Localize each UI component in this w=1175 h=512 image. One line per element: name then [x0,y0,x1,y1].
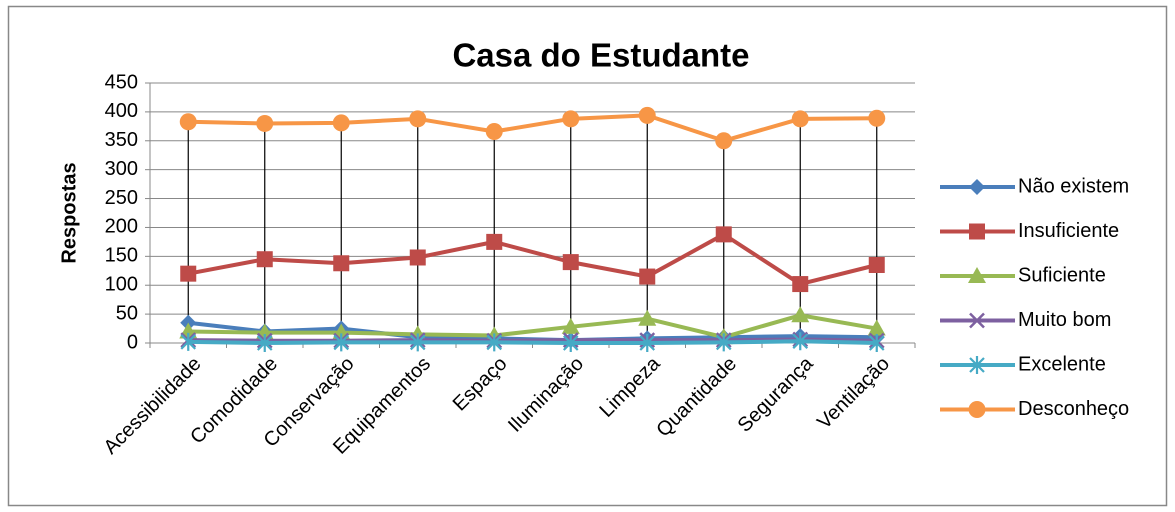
legend-label: Não existem [1018,175,1129,197]
marker [868,334,885,352]
marker [867,319,886,336]
y-tick-label: 300 [105,158,138,180]
marker [333,333,350,352]
marker [256,334,273,352]
marker [409,110,427,128]
series-line [188,339,877,345]
legend-label: Muito bom [1018,309,1111,331]
marker [638,106,656,124]
legend-label: Desconheço [1018,398,1129,420]
y-tick-label: 50 [116,302,138,324]
marker [792,276,809,293]
y-tick-label: 450 [105,71,138,93]
marker [486,233,503,250]
marker [792,332,809,351]
marker [868,257,885,273]
marker [969,356,985,374]
marker [179,113,197,131]
marker [485,123,503,141]
legend-item: Muito bom [940,309,1111,331]
marker [639,268,656,285]
series-line [187,232,878,287]
marker [715,226,732,243]
marker [180,265,197,282]
marker [791,306,810,323]
marker [969,312,985,329]
y-tick-label: 100 [105,274,138,296]
legend-item: Excelente [940,353,1106,375]
marker [969,223,985,240]
marker [562,334,579,352]
y-tick-label: 0 [127,331,138,353]
marker [562,254,579,271]
marker [562,110,580,128]
series-line [188,313,878,340]
marker [968,401,986,418]
marker [409,333,426,352]
marker [409,249,426,266]
legend-label: Suficiente [1018,264,1106,286]
marker [256,251,273,268]
marker [868,109,886,127]
series-line [188,113,877,143]
marker [639,334,656,352]
legend-label: Insuficiente [1018,220,1119,242]
marker [486,333,503,352]
legend-label: Excelente [1018,353,1106,375]
y-tick-label: 150 [105,245,138,267]
marker [791,110,809,128]
y-axis-label: Respostas [58,162,80,263]
marker [332,114,350,132]
legend-item: Suficiente [940,264,1106,286]
marker [715,333,732,352]
marker [180,332,197,351]
legend-item: Desconheço [940,398,1129,420]
legend-item: Não existem [940,175,1129,197]
y-tick-label: 200 [105,216,138,238]
y-tick-label: 400 [105,100,138,122]
marker [256,114,274,132]
series-line [188,337,877,343]
marker [333,255,350,272]
marker [969,179,985,195]
chart-title: Casa do Estudante [452,37,749,74]
y-tick-label: 250 [105,187,138,209]
marker [638,309,657,326]
y-tick-label: 350 [105,129,138,151]
marker [561,317,580,334]
marker [968,267,986,283]
legend-item: Insuficiente [940,220,1119,242]
marker [715,132,733,150]
